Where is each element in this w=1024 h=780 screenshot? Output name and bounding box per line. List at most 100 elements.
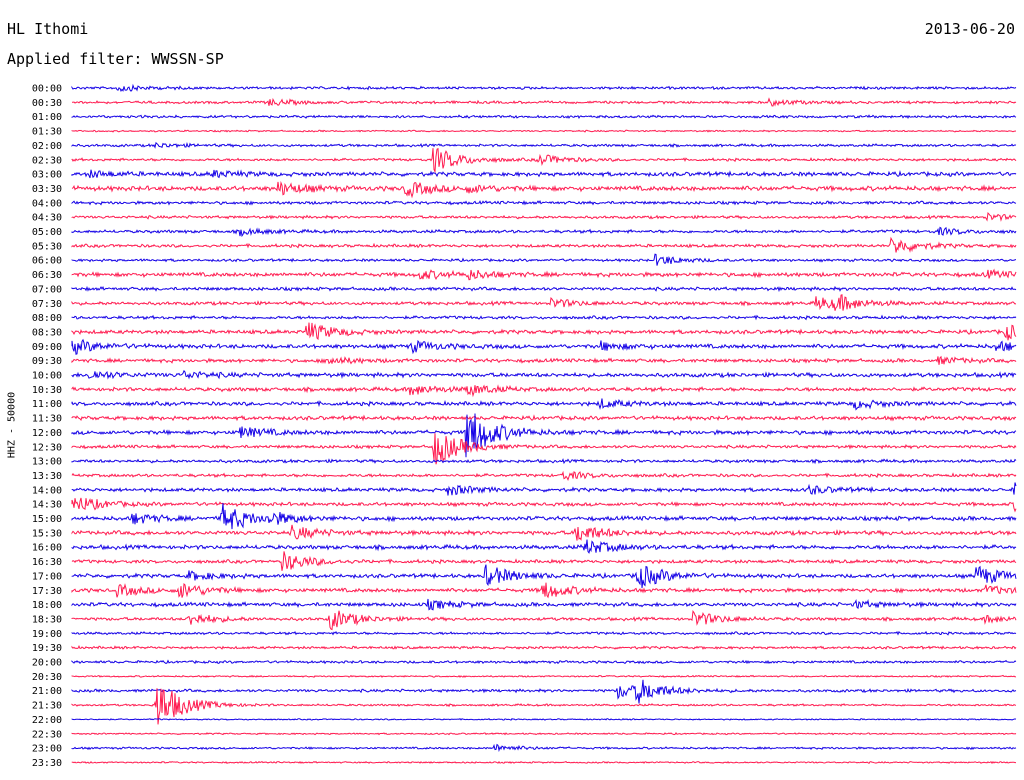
- seismic-trace-2100: [71, 679, 1017, 704]
- seismic-trace-1100: [71, 398, 1017, 411]
- row-time-label: 16:00: [32, 543, 62, 554]
- row-time-label: 00:00: [32, 84, 62, 95]
- row-time-label: 01:00: [32, 112, 62, 123]
- seismic-trace-1730: [71, 582, 1017, 599]
- seismic-trace-1430: [71, 497, 1017, 513]
- row-time-label: 19:30: [32, 643, 62, 654]
- row-time-label: 07:30: [32, 299, 62, 310]
- row-time-label: 19:00: [32, 629, 62, 640]
- row-time-label: 17:30: [32, 586, 62, 597]
- seismic-trace-1500: [71, 503, 1017, 530]
- row-time-label: 02:00: [32, 141, 62, 152]
- row-time-label: 10:00: [32, 371, 62, 382]
- row-time-label: 10:30: [32, 385, 62, 396]
- row-time-label: 20:00: [32, 658, 62, 669]
- row-time-label: 06:00: [32, 256, 62, 267]
- row-time-label: 09:30: [32, 356, 62, 367]
- row-time-label: 23:00: [32, 744, 62, 755]
- seismic-trace-0730: [71, 294, 1017, 311]
- seismic-trace-1530: [71, 524, 1017, 541]
- row-time-label: 21:00: [32, 686, 62, 697]
- row-time-label: 14:30: [32, 500, 62, 511]
- seismic-trace-1200: [71, 413, 1017, 458]
- row-time-label: 06:30: [32, 270, 62, 281]
- row-time-label: 17:00: [32, 571, 62, 582]
- row-time-label: 09:00: [32, 342, 62, 353]
- seismic-trace-2300: [71, 743, 1017, 753]
- seismic-trace-1830: [71, 610, 1017, 631]
- row-time-label: 08:00: [32, 313, 62, 324]
- seismic-trace-0330: [71, 180, 1017, 199]
- seismic-trace-2330: [71, 760, 1016, 765]
- row-time-label: 23:30: [32, 758, 62, 769]
- seismic-trace-2000: [71, 659, 1017, 665]
- seismic-trace-0530: [71, 236, 1017, 253]
- seismic-trace-0630: [71, 268, 1017, 281]
- seismic-trace-0300: [71, 169, 1017, 179]
- seismic-trace-1030: [71, 384, 1017, 398]
- seismic-trace-1600: [71, 539, 1017, 554]
- row-time-label: 11:00: [32, 399, 62, 410]
- seismic-trace-1630: [71, 551, 1017, 571]
- seismic-trace-0100: [71, 114, 1017, 120]
- row-time-label: 12:30: [32, 442, 62, 453]
- row-time-label: 22:00: [32, 715, 62, 726]
- seismic-trace-1130: [71, 414, 1017, 422]
- seismic-trace-1930: [71, 645, 1017, 650]
- seismic-trace-0200: [71, 141, 1017, 149]
- row-time-label: 18:30: [32, 614, 62, 625]
- row-time-label: 18:00: [32, 600, 62, 611]
- seismic-trace-2230: [71, 732, 1017, 736]
- seismic-trace-0500: [71, 226, 1017, 238]
- row-time-label: 21:30: [32, 701, 62, 712]
- row-time-label: 14:00: [32, 485, 62, 496]
- seismic-trace-0230: [71, 147, 1017, 174]
- row-time-label: 05:30: [32, 241, 62, 252]
- row-time-label: 00:30: [32, 98, 62, 109]
- row-time-label: 12:00: [32, 428, 62, 439]
- seismic-trace-2130: [71, 688, 1017, 725]
- seismic-trace-0700: [71, 285, 1017, 293]
- seismic-trace-0800: [71, 314, 1017, 321]
- station-title: HL Ithomi: [7, 20, 89, 38]
- seismic-trace-0000: [71, 83, 1017, 92]
- row-time-label: 04:30: [32, 213, 62, 224]
- row-time-label: 15:30: [32, 528, 62, 539]
- seismic-trace-0400: [71, 199, 1017, 206]
- row-time-label: 03:30: [32, 184, 62, 195]
- seismic-trace-0130: [71, 129, 1017, 133]
- row-time-label: 22:30: [32, 729, 62, 740]
- row-time-label: 13:30: [32, 471, 62, 482]
- seismic-trace-2030: [71, 674, 1017, 678]
- row-time-label: 07:00: [32, 284, 62, 295]
- date-label: 2013-06-20: [924, 20, 1015, 38]
- seismic-trace-1300: [71, 458, 1017, 465]
- seismic-trace-0030: [71, 97, 1017, 107]
- seismic-trace-2200: [71, 717, 1017, 721]
- seismic-trace-0900: [71, 338, 1017, 355]
- row-time-label: 20:30: [32, 672, 62, 683]
- seismic-trace-0930: [71, 355, 1017, 365]
- row-time-label: 13:00: [32, 457, 62, 468]
- seismic-trace-1000: [71, 369, 1017, 380]
- seismic-trace-0600: [71, 253, 1017, 266]
- row-time-label: 15:00: [32, 514, 62, 525]
- row-time-label: 16:30: [32, 557, 62, 568]
- row-time-label: 08:30: [32, 327, 62, 338]
- seismic-trace-1900: [71, 630, 1017, 636]
- row-time-label: 01:30: [32, 127, 62, 138]
- seismic-trace-1800: [71, 598, 1017, 611]
- row-time-label: 04:00: [32, 198, 62, 209]
- row-time-label: 11:30: [32, 414, 62, 425]
- seismic-trace-1330: [71, 470, 1017, 482]
- row-time-label: 05:00: [32, 227, 62, 238]
- seismic-trace-1400: [71, 482, 1017, 496]
- filter-label: Applied filter: WWSSN-SP: [7, 50, 224, 68]
- seismic-trace-0830: [71, 322, 1017, 341]
- seismic-trace-1230: [71, 433, 1017, 465]
- seismic-trace-1700: [71, 564, 1017, 589]
- row-time-label: 02:30: [32, 155, 62, 166]
- row-time-label: 03:00: [32, 170, 62, 181]
- seismic-trace-0430: [71, 212, 1017, 222]
